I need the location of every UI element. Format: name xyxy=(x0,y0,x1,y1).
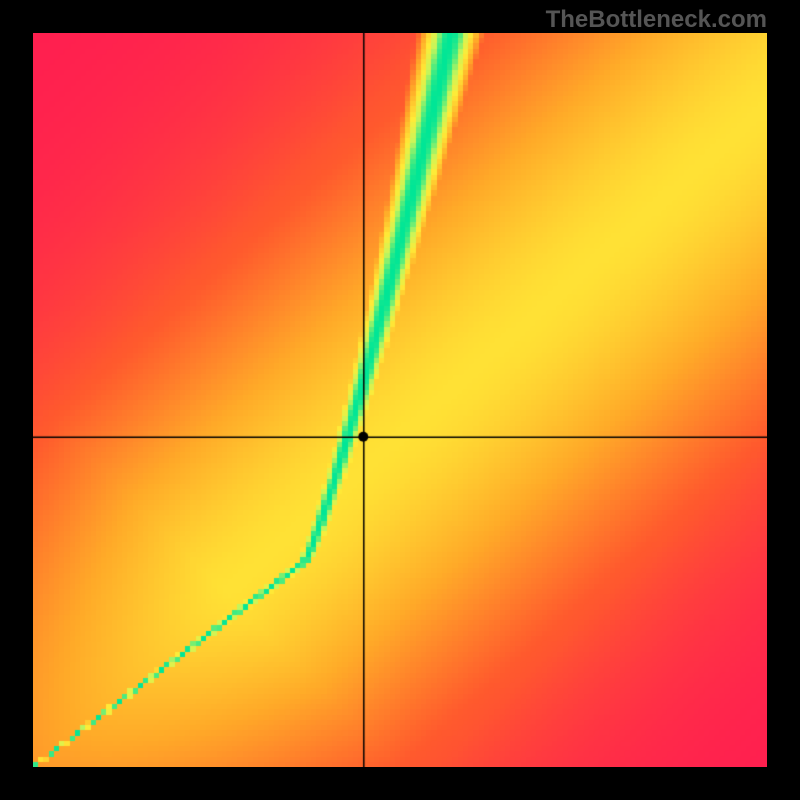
bottleneck-heatmap xyxy=(33,33,767,767)
chart-root: TheBottleneck.com xyxy=(0,0,800,800)
watermark-text: TheBottleneck.com xyxy=(546,6,767,34)
